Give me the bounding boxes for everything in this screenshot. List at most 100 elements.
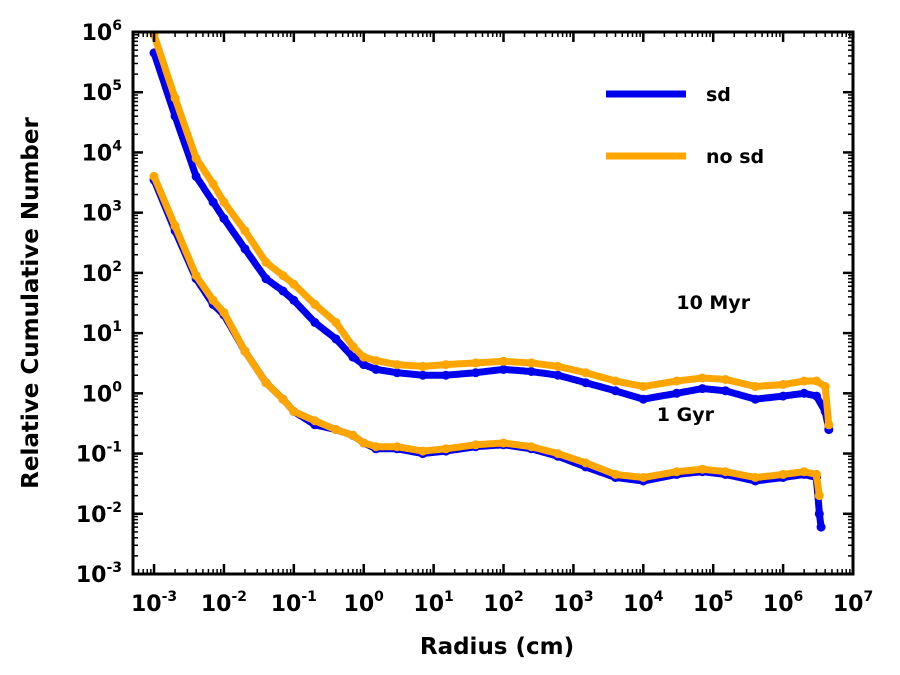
series-sd-1-gyr — [149, 175, 826, 532]
y-tick-label: 101 — [82, 319, 122, 347]
data-point — [672, 388, 682, 398]
series-no-sd-1-gyr — [149, 171, 824, 501]
data-point — [526, 358, 536, 368]
data-point — [553, 370, 563, 380]
data-point — [240, 346, 250, 356]
data-point — [310, 318, 320, 327]
y-tick-label: 100 — [82, 379, 123, 407]
annotations: 10 Myr 1 Gyr — [657, 292, 751, 426]
data-point — [824, 420, 834, 430]
data-point — [721, 386, 730, 396]
data-point — [359, 352, 369, 362]
data-point — [371, 364, 381, 374]
data-point — [672, 467, 682, 477]
data-point — [310, 299, 320, 309]
data-point — [553, 361, 563, 371]
x-tick-label: 100 — [344, 589, 385, 617]
y-tick-label: 104 — [82, 138, 123, 166]
data-point — [611, 469, 620, 479]
data-point — [261, 257, 271, 267]
data-point — [697, 384, 707, 394]
y-tick-labels: 10-3 10-2 10-1 100 101 102 103 104 105 106 — [76, 18, 122, 588]
data-point — [526, 442, 536, 452]
data-point — [799, 388, 809, 398]
data-point — [191, 271, 201, 281]
series-sd-10-myr — [149, 48, 834, 435]
data-point — [750, 394, 760, 404]
data-point — [499, 356, 508, 366]
y-tick-label: 105 — [82, 78, 122, 106]
data-point — [750, 382, 760, 391]
data-point — [289, 295, 299, 305]
data-point — [441, 370, 451, 380]
data-point — [799, 376, 809, 386]
data-point — [581, 458, 591, 468]
data-point — [697, 464, 707, 474]
data-point — [240, 244, 250, 254]
data-point — [611, 386, 620, 396]
data-point — [392, 360, 402, 370]
data-point — [219, 214, 229, 223]
data-point — [348, 342, 358, 351]
data-point — [170, 221, 180, 231]
x-tick-label: 101 — [413, 589, 453, 617]
data-point — [697, 373, 707, 383]
data-point — [721, 467, 730, 477]
data-point — [750, 473, 760, 482]
data-point — [392, 442, 402, 452]
x-tick-label: 104 — [623, 589, 664, 617]
data-point — [816, 522, 826, 532]
data-point — [359, 360, 369, 370]
data-point — [581, 368, 591, 378]
data-point — [278, 394, 288, 404]
data-point — [170, 93, 180, 103]
y-tick-label: 10-1 — [76, 440, 122, 468]
plot-series — [149, 30, 834, 532]
x-tick-label: 102 — [483, 589, 523, 617]
data-point — [240, 226, 250, 236]
legend: sd no sd — [606, 84, 764, 168]
data-point — [208, 197, 218, 207]
data-point — [638, 394, 648, 404]
data-point — [331, 318, 341, 327]
x-tick-label: 107 — [833, 589, 873, 617]
x-tick-label: 103 — [553, 589, 593, 617]
y-tick-label: 103 — [82, 199, 122, 227]
data-point — [441, 360, 451, 370]
y-tick-label: 10-3 — [76, 560, 122, 588]
data-point — [418, 361, 428, 371]
data-point — [638, 473, 648, 482]
y-tick-label: 106 — [82, 18, 122, 46]
series-no-sd-10-myr — [149, 30, 834, 430]
x-tick-label: 10-2 — [201, 589, 247, 617]
data-point — [289, 407, 299, 416]
data-point — [812, 469, 821, 479]
data-point — [371, 442, 381, 452]
data-point — [799, 467, 809, 477]
data-point — [820, 382, 830, 391]
data-point — [812, 376, 821, 386]
data-point — [418, 446, 428, 456]
data-point — [392, 368, 402, 378]
data-point — [499, 364, 508, 374]
data-point — [261, 274, 271, 284]
data-point — [289, 279, 299, 289]
data-point — [526, 367, 536, 376]
data-point — [553, 449, 563, 459]
x-tick-label: 105 — [693, 589, 733, 617]
data-point — [331, 334, 341, 344]
data-point — [208, 295, 218, 305]
data-point — [778, 380, 788, 389]
data-point — [261, 378, 271, 388]
x-tick-label: 10-1 — [271, 589, 317, 617]
y-axis-title: Relative Cumulative Number — [18, 117, 44, 489]
data-point — [499, 438, 508, 448]
data-point — [348, 430, 358, 440]
series-line — [150, 176, 825, 531]
data-point — [348, 352, 358, 362]
data-point — [278, 271, 288, 281]
data-point — [191, 171, 201, 181]
data-point — [310, 416, 320, 426]
data-point — [471, 368, 481, 378]
